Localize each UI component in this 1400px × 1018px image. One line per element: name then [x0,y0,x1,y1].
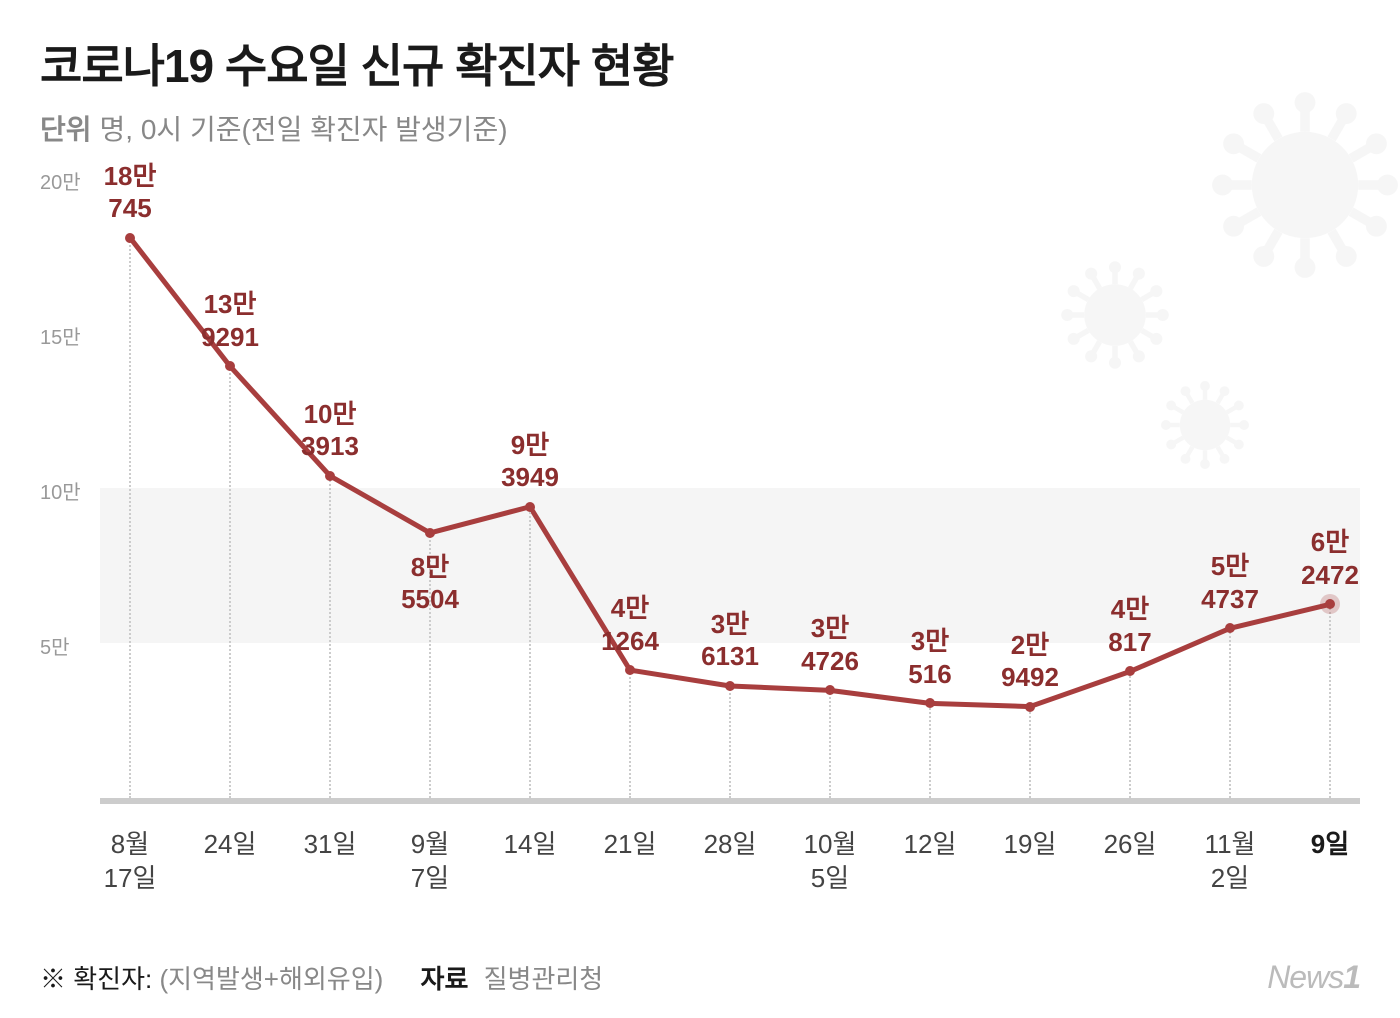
news1-logo: News1 [1267,959,1360,996]
data-point [325,471,335,481]
data-marker [625,665,635,675]
data-marker [1225,623,1235,633]
data-point [725,681,735,691]
x-baseline [100,798,1360,804]
drop-line [529,507,531,798]
drop-line [1029,707,1031,798]
x-tick-label: 10월5일 [804,828,857,896]
x-tick-label: 26일 [1104,828,1157,862]
drop-line [929,703,931,798]
data-point [1125,666,1135,676]
y-tick-label: 10만 [40,476,81,505]
y-tick-label: 15만 [40,321,81,350]
value-label: 9만3949 [501,429,559,494]
data-marker [325,471,335,481]
data-point [225,361,235,371]
data-marker [425,528,435,538]
drop-line [229,366,231,798]
value-label: 10만3913 [301,398,359,463]
x-tick-label: 12일 [904,828,957,862]
footnote-detail: (지역발생+해외유입) [159,964,383,994]
y-tick-label: 5만 [40,631,70,660]
drop-line [829,690,831,798]
data-marker [125,233,135,243]
x-tick-label: 11월2일 [1205,828,1256,896]
source-text: 질병관리청 [484,964,604,994]
x-tick-label: 31일 [304,828,357,862]
data-point [425,528,435,538]
footnote-prefix: ※ 확진자: [40,964,159,994]
source-label: 자료 [421,964,469,994]
value-label: 6만2472 [1301,526,1359,591]
drop-line [329,476,331,798]
drop-line [729,686,731,798]
data-point [125,233,135,243]
drop-line [1329,604,1331,798]
subtitle-text: 명, 0시 기준(전일 확진자 발생기준) [100,114,508,145]
data-point [925,698,935,708]
data-point [525,502,535,512]
chart-area: 5만10만15만20만 18만74513만929110만39138만55049만… [40,178,1360,848]
x-tick-label: 19일 [1004,828,1057,862]
logo-text: News [1267,959,1343,995]
subtitle-label: 단위 [40,114,92,145]
data-marker [825,685,835,695]
y-tick-label: 20만 [40,166,81,195]
drop-line [629,670,631,798]
data-marker [525,502,535,512]
footnote: ※ 확진자: (지역발생+해외유입) 자료 질병관리청 [40,959,603,996]
x-tick-label: 8월17일 [104,828,157,896]
value-label: 3만516 [908,625,951,690]
logo-number: 1 [1343,959,1360,995]
x-tick-label: 24일 [204,828,257,862]
data-marker-highlight [1320,594,1340,614]
x-tick-label: 28일 [704,828,757,862]
value-label: 4만1264 [601,592,659,657]
chart-container: 코로나19 수요일 신규 확진자 현황 단위 명, 0시 기준(전일 확진자 발생… [0,0,1400,1018]
value-label: 5만4737 [1201,550,1259,615]
x-tick-label: 14일 [504,828,557,862]
chart-title: 코로나19 수요일 신규 확진자 현황 [40,30,1360,96]
data-marker [1125,666,1135,676]
plot-area: 18만74513만929110만39138만55049만39494만12643만… [100,178,1360,798]
data-marker [925,698,935,708]
chart-subtitle: 단위 명, 0시 기준(전일 확진자 발생기준) [40,108,1360,148]
x-tick-label: 9월7일 [411,828,449,896]
value-label: 8만5504 [401,551,459,616]
data-marker [725,681,735,691]
value-label: 3만4726 [801,612,859,677]
data-point [625,665,635,675]
data-point [825,685,835,695]
value-label: 3만6131 [701,608,759,673]
x-tick-label: 21일 [604,828,657,862]
data-point [1320,594,1340,614]
data-point [1025,702,1035,712]
drop-line [1229,628,1231,798]
value-label: 13만9291 [201,288,259,353]
drop-line [1129,671,1131,798]
value-label: 2만9492 [1001,629,1059,694]
drop-line [129,238,131,798]
data-marker [1025,702,1035,712]
value-label: 18만745 [104,160,157,225]
data-point [1225,623,1235,633]
x-tick-label: 9일 [1311,828,1349,862]
footer: ※ 확진자: (지역발생+해외유입) 자료 질병관리청 News1 [40,959,1360,996]
data-marker [225,361,235,371]
value-label: 4만817 [1108,593,1151,658]
